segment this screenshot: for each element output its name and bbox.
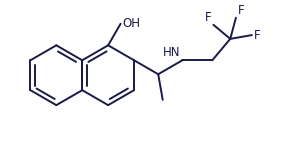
Text: HN: HN (163, 46, 180, 59)
Text: F: F (254, 29, 260, 42)
Text: F: F (205, 11, 211, 24)
Text: OH: OH (123, 17, 141, 30)
Text: F: F (238, 4, 245, 17)
